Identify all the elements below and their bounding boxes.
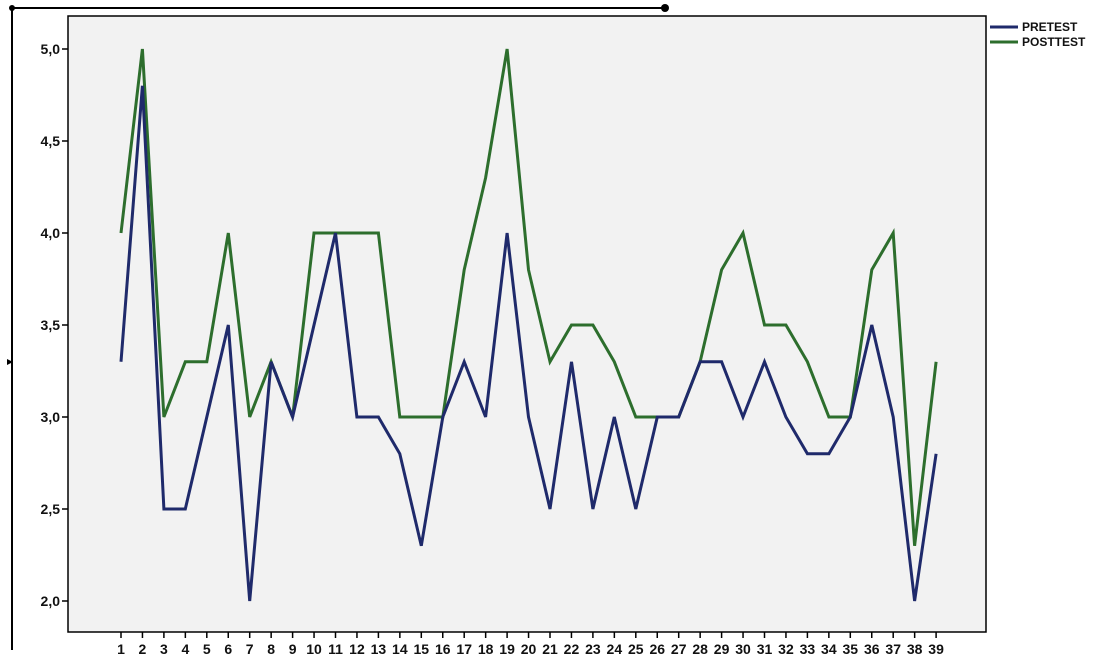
- selection-handle-topmid[interactable]: [661, 4, 669, 12]
- x-tick-label: 30: [735, 641, 751, 657]
- legend-label-posttest: POSTTEST: [1022, 35, 1086, 49]
- x-tick-label: 18: [478, 641, 494, 657]
- x-tick-label: 26: [649, 641, 665, 657]
- x-tick-label: 36: [864, 641, 880, 657]
- x-tick-label: 17: [456, 641, 472, 657]
- x-tick-label: 37: [885, 641, 901, 657]
- y-tick-label: 2,5: [41, 501, 61, 517]
- series-line-pretest: [119, 85, 938, 602]
- x-tick-label: 7: [246, 641, 254, 657]
- y-tick-label: 3,5: [41, 317, 61, 333]
- x-tick-label: 9: [289, 641, 297, 657]
- x-tick-label: 14: [392, 641, 408, 657]
- y-tick-label: 4,5: [41, 133, 61, 149]
- legend-label-pretest: PRETEST: [1022, 20, 1078, 34]
- x-tick-label: 20: [521, 641, 537, 657]
- x-tick-label: 12: [349, 641, 365, 657]
- x-axis: 1 2 3 4 5 6 7 8 9 10 11 12 13 14 15 16 17 18 19 20 21 22 23 24 2…: [117, 632, 944, 657]
- x-tick-label: 34: [821, 641, 837, 657]
- x-tick-label: 23: [585, 641, 601, 657]
- plot-area: [67, 15, 987, 633]
- x-tick-label: 11: [328, 641, 343, 657]
- x-tick-label: 29: [714, 641, 730, 657]
- x-tick-label: 3: [160, 641, 168, 657]
- selection-handle-left[interactable]: [7, 359, 13, 365]
- x-tick-label: 13: [371, 641, 387, 657]
- y-tick-label: 5,0: [41, 41, 61, 57]
- x-tick-label: 32: [778, 641, 794, 657]
- x-tick-label: 19: [499, 641, 515, 657]
- x-tick-label: 27: [671, 641, 687, 657]
- x-tick-label: 24: [607, 641, 623, 657]
- x-tick-label: 15: [414, 641, 430, 657]
- x-tick-label: 28: [692, 641, 708, 657]
- x-tick-label: 5: [203, 641, 211, 657]
- y-tick-label: 3,0: [41, 409, 61, 425]
- x-tick-label: 21: [542, 641, 558, 657]
- x-tick-label: 35: [843, 641, 859, 657]
- y-tick-label: 2,0: [41, 593, 61, 609]
- y-tick-label: 4,0: [41, 225, 61, 241]
- y-axis: 2,0 2,5 3,0 3,5 4,0 4,5 5,0: [41, 41, 68, 609]
- selection-handle-topleft[interactable]: [9, 5, 15, 11]
- x-tick-label: 6: [224, 641, 232, 657]
- x-tick-label: 10: [306, 641, 322, 657]
- x-tick-label: 39: [928, 641, 944, 657]
- x-tick-label: 4: [181, 641, 189, 657]
- x-tick-label: 8: [267, 641, 275, 657]
- x-tick-label: 31: [757, 641, 773, 657]
- series-layer: [119, 48, 938, 602]
- x-tick-label: 16: [435, 641, 451, 657]
- x-tick-label: 2: [139, 641, 147, 657]
- series-line-posttest: [119, 48, 938, 546]
- x-tick-label: 38: [907, 641, 923, 657]
- x-tick-label: 22: [564, 641, 580, 657]
- x-tick-label: 1: [117, 641, 125, 657]
- legend: PRETEST POSTTEST: [990, 20, 1086, 49]
- x-tick-label: 33: [800, 641, 816, 657]
- x-tick-label: 25: [628, 641, 644, 657]
